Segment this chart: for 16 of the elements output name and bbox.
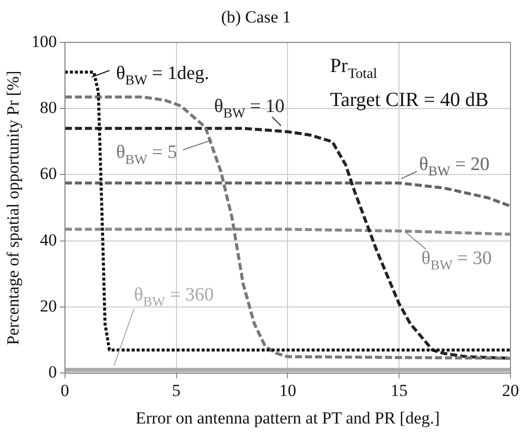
x-axis-title: Error on antenna pattern at PT and PR [deg.] [136,408,440,428]
x-tick-label: 5 [172,380,181,400]
x-tick-label: 15 [390,380,408,400]
y-axis-title: Percentage of spatial opportunity Pr [%] [4,70,23,345]
y-tick-label: 60 [40,164,57,184]
x-tick-label: 20 [502,380,519,400]
line-series [64,181,510,208]
y-tick-label: 80 [40,98,57,118]
y-tick-label: 0 [48,362,57,382]
x-tick-label: 10 [279,380,296,400]
y-tick-label: 20 [40,296,57,316]
y-tick-label: 100 [31,32,57,51]
y-tick-label: 40 [40,230,57,250]
chart-title: (b) Case 1 [221,8,291,27]
annotation: Target CIR = 40 dB [330,89,488,112]
x-tick-label: 0 [60,380,70,400]
